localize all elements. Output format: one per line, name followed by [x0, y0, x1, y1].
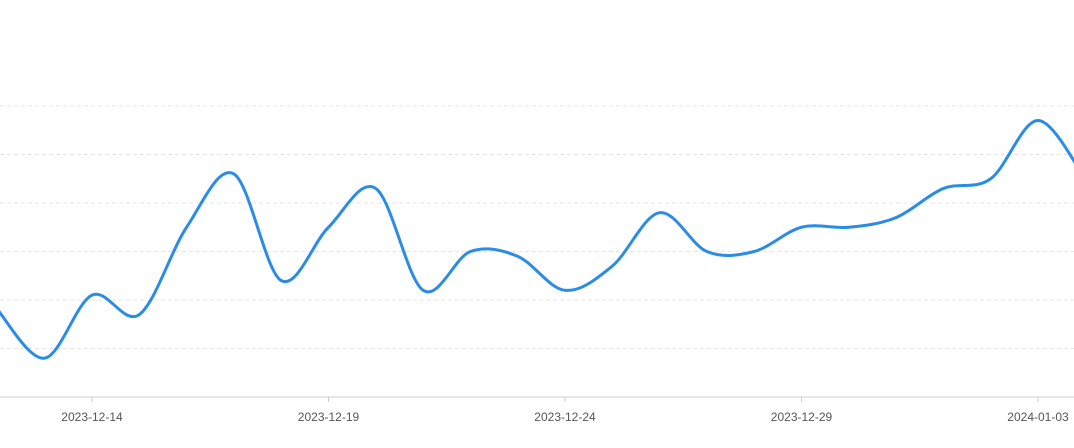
x-tick-label: 2023-12-24: [534, 410, 596, 424]
x-tick-label: 2024-01-03: [1007, 410, 1069, 424]
x-tick-label: 2023-12-19: [298, 410, 360, 424]
line: [0, 119, 1074, 360]
x-tick-label: 2023-12-29: [771, 410, 833, 424]
x-tick-label: 2023-12-14: [61, 410, 123, 424]
